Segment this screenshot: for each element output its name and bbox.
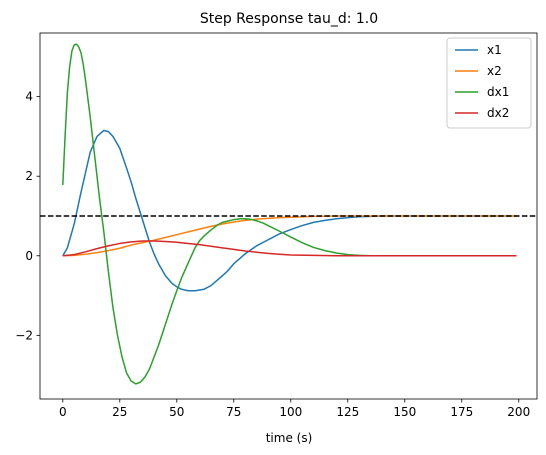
x-tick-label: 125 [336, 405, 359, 419]
series-line-dx2 [62, 240, 517, 257]
x-tick-label: 150 [393, 405, 416, 419]
legend-box [446, 37, 532, 129]
x-tick-label: 175 [450, 405, 473, 419]
legend-label-x2: x2 [487, 64, 502, 78]
plot-area [40, 43, 537, 385]
axes-frame [39, 32, 538, 400]
x-tick-label: 0 [59, 405, 67, 419]
y-tick-label: 2 [25, 169, 33, 183]
chart-title: Step Response tau_d: 1.0 [200, 11, 378, 27]
series-line-x1 [62, 129, 517, 292]
x-tick-label: 25 [112, 405, 127, 419]
y-axis: −2 0 2 4 [15, 90, 40, 342]
y-tick-label: 4 [25, 90, 33, 104]
x-tick-label: 100 [279, 405, 302, 419]
x-tick-label: 200 [507, 405, 530, 419]
y-tick-label: 0 [25, 249, 33, 263]
x-tick-label: 50 [169, 405, 184, 419]
series-line-dx1 [62, 43, 517, 385]
x-tick-label: 75 [226, 405, 241, 419]
x-axis-label: time (s) [266, 431, 313, 445]
legend-label-dx2: dx2 [487, 106, 509, 120]
legend-label-dx1: dx1 [487, 85, 509, 99]
legend: x1 x2 dx1 dx2 [446, 37, 532, 129]
y-tick-label: −2 [15, 328, 33, 342]
legend-label-x1: x1 [487, 43, 502, 57]
x-axis: 0 25 50 75 100 125 150 175 200 [59, 399, 530, 419]
